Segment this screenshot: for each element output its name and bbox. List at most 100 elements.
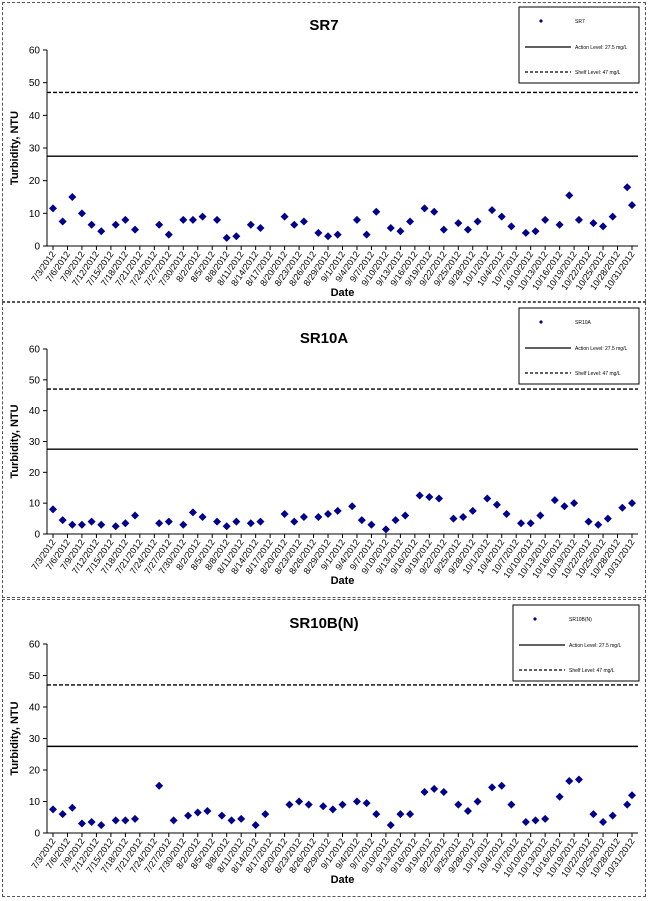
- y-tick-label: 50: [29, 78, 41, 89]
- data-point-marker: [295, 797, 304, 806]
- y-axis-title: Turbidity, NTU: [9, 111, 21, 185]
- data-point-marker: [198, 513, 207, 522]
- y-tick-label: 60: [29, 345, 41, 356]
- data-point-marker: [488, 783, 497, 792]
- data-point-marker: [121, 816, 130, 825]
- data-point-marker: [261, 810, 270, 819]
- data-point-marker: [396, 227, 405, 236]
- data-point-marker: [439, 225, 448, 234]
- data-point-marker: [459, 513, 468, 522]
- data-point-marker: [507, 800, 516, 809]
- data-point-marker: [131, 225, 140, 234]
- data-point-marker: [492, 500, 501, 509]
- chart-panel-sr10bn: SR10B(N) 0 10 20 30 40 50 60 Turbidity, NTU 7/3/2…: [2, 599, 646, 897]
- data-point-marker: [77, 520, 86, 529]
- data-point-marker: [97, 227, 106, 236]
- data-point-marker: [49, 805, 57, 814]
- data-point-marker: [193, 808, 202, 817]
- data-point-marker: [488, 206, 497, 215]
- data-point-marker: [599, 222, 608, 231]
- chart-title: SR10A: [300, 330, 349, 347]
- data-point-marker: [396, 810, 405, 819]
- data-point-marker: [246, 220, 255, 229]
- data-point-marker: [111, 220, 120, 229]
- data-point-marker: [391, 516, 400, 525]
- data-point-marker: [188, 215, 197, 224]
- data-point-marker: [463, 806, 472, 815]
- data-point-marker: [111, 816, 120, 825]
- legend-box: [518, 307, 640, 385]
- data-point-marker: [381, 525, 390, 534]
- data-point-marker: [58, 810, 67, 819]
- data-point-marker: [507, 222, 516, 231]
- data-point-marker: [49, 505, 57, 514]
- data-point-marker: [570, 499, 579, 508]
- data-point-marker: [628, 499, 636, 508]
- y-tick-label: 50: [29, 375, 41, 386]
- data-point-marker: [483, 494, 492, 503]
- data-point-marker: [406, 217, 415, 226]
- legend-series-label: SR10A: [575, 320, 592, 326]
- y-tick-label: 30: [29, 144, 41, 155]
- data-point-marker: [217, 811, 226, 820]
- data-point-marker: [246, 519, 255, 528]
- legend-shelf-label: Shelf Level: 47 mg/L: [569, 668, 615, 674]
- data-point-marker: [324, 232, 333, 241]
- data-point-marker: [87, 817, 96, 826]
- data-point-marker: [237, 814, 246, 823]
- data-point-marker: [531, 816, 540, 825]
- legend-series-label: SR10B(N): [569, 617, 592, 623]
- data-point-marker: [280, 509, 289, 518]
- data-point-marker: [628, 791, 636, 800]
- legend-action-label: Action Level: 27.5 mg/L: [575, 45, 627, 51]
- x-axis-title: Date: [331, 575, 355, 587]
- data-point-marker: [49, 204, 57, 213]
- data-point-marker: [155, 220, 164, 229]
- legend-marker-icon: [533, 617, 537, 621]
- data-point-marker: [280, 212, 289, 221]
- data-point-marker: [299, 513, 308, 522]
- data-point-marker: [420, 204, 429, 213]
- data-point-marker: [222, 522, 231, 531]
- data-point-marker: [314, 228, 323, 237]
- data-point-marker: [131, 511, 140, 520]
- data-point-marker: [439, 788, 448, 797]
- chart-title: SR7: [309, 17, 338, 34]
- y-tick-label: 10: [29, 209, 41, 220]
- chart-panel-sr7: SR7 0 10 20 30 40 50 60 Turbidity, NTU 7/3/2012 7/…: [2, 2, 646, 302]
- data-point-marker: [599, 817, 608, 826]
- data-point-marker: [155, 519, 164, 528]
- y-tick-label: 20: [29, 176, 41, 187]
- data-point-marker: [121, 215, 130, 224]
- data-point-marker: [111, 522, 120, 531]
- legend-shelf-label: Shelf Level: 47 mg/L: [575, 371, 621, 377]
- data-point-marker: [179, 520, 188, 529]
- data-point-marker: [184, 811, 193, 820]
- data-point-marker: [468, 506, 477, 515]
- y-tick-label: 60: [29, 46, 41, 57]
- data-point-marker: [454, 219, 463, 228]
- legend-marker-icon: [539, 19, 543, 23]
- y-tick-label: 30: [29, 437, 41, 448]
- data-point-marker: [430, 784, 439, 793]
- data-point-marker: [131, 814, 140, 823]
- data-point-marker: [362, 799, 371, 808]
- data-point-marker: [372, 810, 381, 819]
- data-point-marker: [333, 230, 342, 239]
- data-point-marker: [68, 803, 77, 812]
- data-point-marker: [420, 788, 429, 797]
- data-point-marker: [58, 516, 67, 525]
- data-point-marker: [594, 520, 603, 529]
- y-tick-label: 50: [29, 671, 41, 682]
- data-point-marker: [541, 814, 550, 823]
- data-point-marker: [550, 496, 559, 505]
- data-point-marker: [155, 781, 164, 790]
- data-point-marker: [603, 514, 612, 523]
- data-point-marker: [77, 209, 86, 218]
- y-tick-label: 40: [29, 703, 41, 714]
- data-point-marker: [179, 215, 188, 224]
- legend-action-label: Action Level: 27.5 mg/L: [569, 643, 621, 649]
- data-point-marker: [169, 816, 178, 825]
- data-point-marker: [338, 800, 347, 809]
